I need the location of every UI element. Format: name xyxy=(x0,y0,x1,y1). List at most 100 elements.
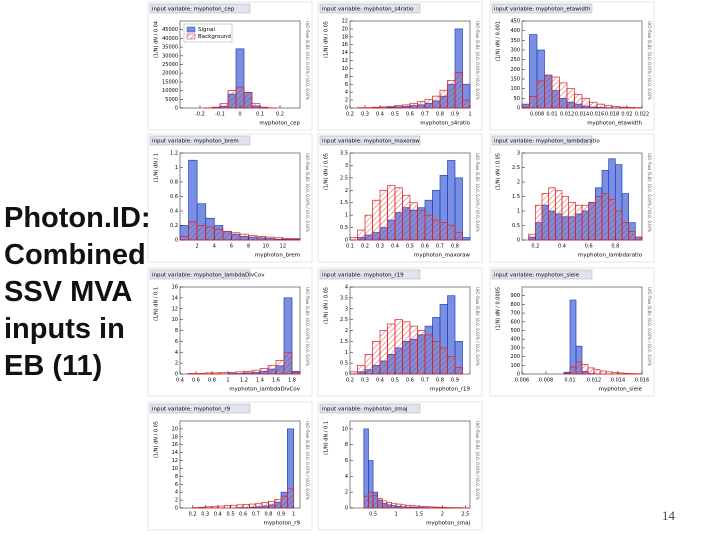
x-tick-label: 0.008 xyxy=(530,112,544,118)
background-bar xyxy=(261,502,269,509)
background-bar xyxy=(223,505,231,509)
background-bar xyxy=(541,193,550,241)
overflow-note: U/O-flow (S,B): (0.0, 0.0)% / (0.0, 0.0)… xyxy=(475,21,480,100)
y-axis-label: (1/N) dN / 0.05 xyxy=(324,287,330,324)
panel-title: input variable: myphoton_r9 xyxy=(152,407,231,413)
background-bar xyxy=(357,364,366,375)
background-bar xyxy=(243,91,253,109)
x-tick-label: 0.4 xyxy=(376,378,384,384)
y-tick-label: 4 xyxy=(175,350,178,356)
title-strip xyxy=(149,3,251,14)
background-bar xyxy=(589,101,598,109)
background-bar xyxy=(222,230,232,241)
y-tick-label: 2.5 xyxy=(340,317,348,323)
x-tick-label: 0.2 xyxy=(346,112,354,118)
background-bar xyxy=(405,504,411,509)
y-tick-label: 0 xyxy=(175,238,178,244)
background-bar xyxy=(424,214,433,241)
y-tick-label: 3.5 xyxy=(340,151,348,157)
y-tick-label: 25000 xyxy=(162,62,178,68)
background-bar xyxy=(581,204,590,241)
background-bar xyxy=(231,232,241,241)
background-bar xyxy=(243,370,253,375)
y-tick-label: 100 xyxy=(510,86,520,92)
background-bar xyxy=(379,189,388,241)
y-tick-label: 0 xyxy=(175,106,178,112)
background-bar xyxy=(409,505,415,509)
y-tick-label: 20 xyxy=(342,26,348,32)
title-strip xyxy=(319,3,421,14)
y-tick-label: 5000 xyxy=(165,97,178,103)
background-bar xyxy=(394,105,403,109)
y-tick-label: 500 xyxy=(510,328,520,334)
slide-title-line: inputs in xyxy=(4,313,125,345)
y-tick-label: 10 xyxy=(342,66,348,72)
y-tick-label: 2.5 xyxy=(340,175,348,181)
background-bar xyxy=(205,226,215,241)
background-bar xyxy=(563,372,571,375)
x-tick-label: 0.7 xyxy=(252,512,260,518)
background-bar xyxy=(441,507,448,509)
y-tick-label: 1 xyxy=(517,209,520,215)
x-axis-label: myphoton_s4ratio xyxy=(420,121,470,127)
x-tick-label: 0.014 xyxy=(611,378,625,384)
panel-title: input variable: myphoton_lambdaratio xyxy=(494,139,600,145)
y-tick-label: 1 xyxy=(345,350,348,356)
background-bar xyxy=(551,76,560,109)
y-tick-label: 0.5 xyxy=(512,223,520,229)
panel: input variable: myphoton_lambdaratio 0 0.5… xyxy=(489,133,655,263)
x-axis-label: myphoton_sieie xyxy=(599,387,643,393)
x-tick-label: 0.7 xyxy=(421,378,429,384)
background-bar xyxy=(447,356,456,375)
y-tick-label: 0.6 xyxy=(170,194,178,200)
x-tick-label: 0.2 xyxy=(346,378,354,384)
background-bar xyxy=(379,330,388,375)
x-tick-label: 8 xyxy=(247,244,250,250)
y-tick-label: 700 xyxy=(510,311,520,317)
background-bar xyxy=(402,194,411,241)
panel: input variable: myphoton_s4ratio 0 2 4 6 8 10 1… xyxy=(317,1,483,131)
y-tick-label: 1.5 xyxy=(340,200,348,206)
y-tick-label: 4 xyxy=(175,490,178,496)
y-tick-label: 2 xyxy=(345,490,348,496)
background-bar xyxy=(428,506,434,509)
y-tick-label: 250 xyxy=(510,57,520,63)
background-bar xyxy=(211,372,221,375)
panel-title: input variable: myphoton_r19 xyxy=(322,273,404,279)
background-bar xyxy=(418,506,425,509)
background-bar xyxy=(626,107,635,109)
background-bar xyxy=(236,504,244,509)
panel-title: input variable: myphoton_maxoraw xyxy=(322,139,420,145)
background-bar xyxy=(554,190,563,241)
background-bar xyxy=(604,105,613,109)
y-tick-label: 900 xyxy=(510,293,520,299)
background-bar xyxy=(196,225,207,241)
background-bar xyxy=(423,506,429,509)
panel: input variable: myphoton_maxoraw 0 0.5 1 1.5… xyxy=(317,133,483,263)
x-tick-label: 0.018 xyxy=(605,112,619,118)
y-tick-label: 20000 xyxy=(162,71,178,77)
x-tick-label: 0 xyxy=(238,112,241,118)
y-tick-label: 2 xyxy=(517,180,520,186)
y-tick-label: 16 xyxy=(342,42,348,48)
title-strip xyxy=(149,269,251,280)
x-axis-label: myphoton_cep xyxy=(259,121,300,127)
x-tick-label: 1 xyxy=(468,112,471,118)
y-tick-label: 200 xyxy=(510,354,520,360)
panel-title: input variable: myphoton_brem xyxy=(152,139,239,145)
y-tick-label: 8 xyxy=(345,442,348,448)
background-bar xyxy=(462,99,471,109)
x-tick-label: 0.022 xyxy=(635,112,649,118)
background-bar xyxy=(368,491,374,509)
x-tick-label: 0.4 xyxy=(558,244,566,250)
x-tick-label: 0.1 xyxy=(346,244,354,250)
x-axis-label: myphoton_r19 xyxy=(430,387,470,393)
background-bar xyxy=(529,96,538,109)
x-tick-label: 0.3 xyxy=(376,244,384,250)
x-axis-label: myphoton_r9 xyxy=(264,521,301,527)
title-strip xyxy=(491,3,593,14)
y-tick-label: 2 xyxy=(175,498,178,504)
y-tick-label: 16 xyxy=(172,285,178,291)
background-bar xyxy=(561,196,570,241)
